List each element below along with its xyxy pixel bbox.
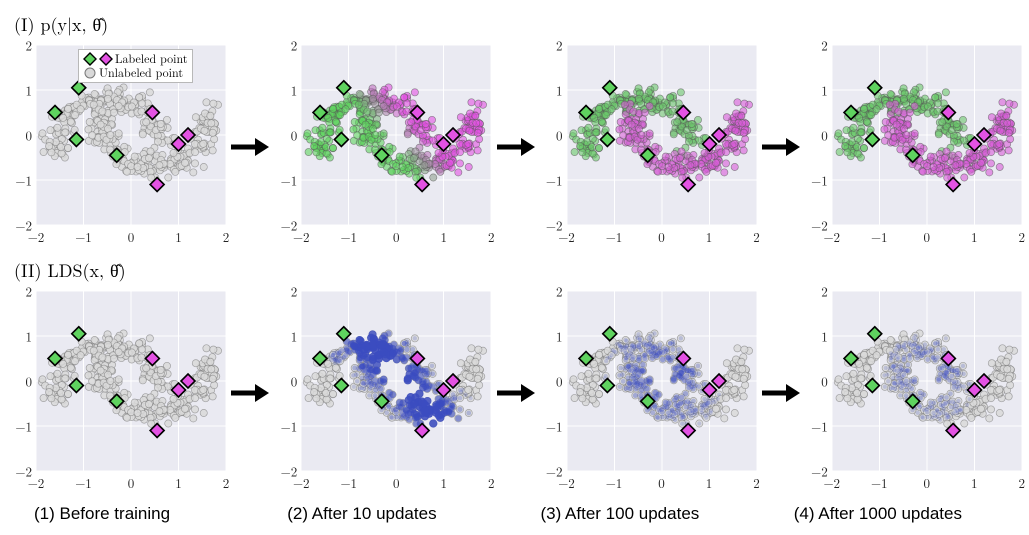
caption-2: (2) After 10 updates <box>261 504 514 524</box>
x-axis-ticks: −2−1012 <box>36 227 226 245</box>
y-axis-ticks: −2−1012 <box>539 291 565 471</box>
y-axis-ticks: −2−1012 <box>273 291 299 471</box>
scatter-plot <box>301 45 491 225</box>
panel-II-s3: −2−1012−2−1012 <box>539 285 756 500</box>
row-ii: −2−1012−2−1012−2−1012−2−1012−2−1012−2−10… <box>8 285 1021 500</box>
x-axis-ticks: −2−1012 <box>832 227 1022 245</box>
x-axis-ticks: −2−1012 <box>567 473 757 491</box>
arrow-between-panels <box>229 57 269 237</box>
diamond-green-icon <box>83 52 97 66</box>
x-axis-ticks: −2−1012 <box>36 473 226 491</box>
scatter-plot <box>567 291 757 471</box>
scatter-plot <box>301 291 491 471</box>
circle-gray-icon <box>83 66 97 80</box>
progression-arrow-icon <box>760 381 800 405</box>
y-axis-ticks: −2−1012 <box>539 45 565 225</box>
progression-arrow-icon <box>229 135 269 159</box>
scatter-plot <box>832 45 1022 225</box>
scatter-plot <box>567 45 757 225</box>
row-title-i: (I) p(y|x, θ̂) <box>14 12 1021 37</box>
arrow-between-panels <box>495 57 535 237</box>
arrow-between-panels <box>495 303 535 483</box>
panel-II-s1: −2−1012−2−1012 <box>8 285 225 500</box>
panel-I-s4: −2−1012−2−1012 <box>804 39 1021 254</box>
panel-II-s4: −2−1012−2−1012 <box>804 285 1021 500</box>
scatter-plot <box>832 291 1022 471</box>
x-axis-ticks: −2−1012 <box>301 227 491 245</box>
legend-label: Unlabeled point <box>99 66 183 80</box>
y-axis-ticks: −2−1012 <box>8 291 34 471</box>
caption-1: (1) Before training <box>8 504 261 524</box>
x-axis-ticks: −2−1012 <box>567 227 757 245</box>
progression-arrow-icon <box>495 381 535 405</box>
progression-arrow-icon <box>229 381 269 405</box>
y-axis-ticks: −2−1012 <box>804 291 830 471</box>
row-i: −2−1012−2−1012Labeled pointUnlabeled poi… <box>8 39 1021 254</box>
y-axis-ticks: −2−1012 <box>804 45 830 225</box>
x-axis-ticks: −2−1012 <box>832 473 1022 491</box>
panel-I-s2: −2−1012−2−1012 <box>273 39 490 254</box>
arrow-between-panels <box>760 303 800 483</box>
stage-captions: (1) Before training (2) After 10 updates… <box>8 504 1021 524</box>
arrow-between-panels <box>760 57 800 237</box>
caption-4: (4) After 1000 updates <box>768 504 1021 524</box>
progression-arrow-icon <box>495 135 535 159</box>
row-title-ii: (II) LDS(x, θ̂) <box>14 258 1021 283</box>
caption-3: (3) After 100 updates <box>515 504 768 524</box>
panel-II-s2: −2−1012−2−1012 <box>273 285 490 500</box>
y-axis-ticks: −2−1012 <box>273 45 299 225</box>
arrow-between-panels <box>229 303 269 483</box>
legend: Labeled pointUnlabeled point <box>78 49 193 83</box>
progression-arrow-icon <box>760 135 800 159</box>
panel-I-s1: −2−1012−2−1012 Labeled pointUnlabeled poi… <box>8 39 225 254</box>
y-axis-ticks: −2−1012 <box>8 45 34 225</box>
scatter-plot <box>36 291 226 471</box>
panel-I-s3: −2−1012−2−1012 <box>539 39 756 254</box>
x-axis-ticks: −2−1012 <box>301 473 491 491</box>
